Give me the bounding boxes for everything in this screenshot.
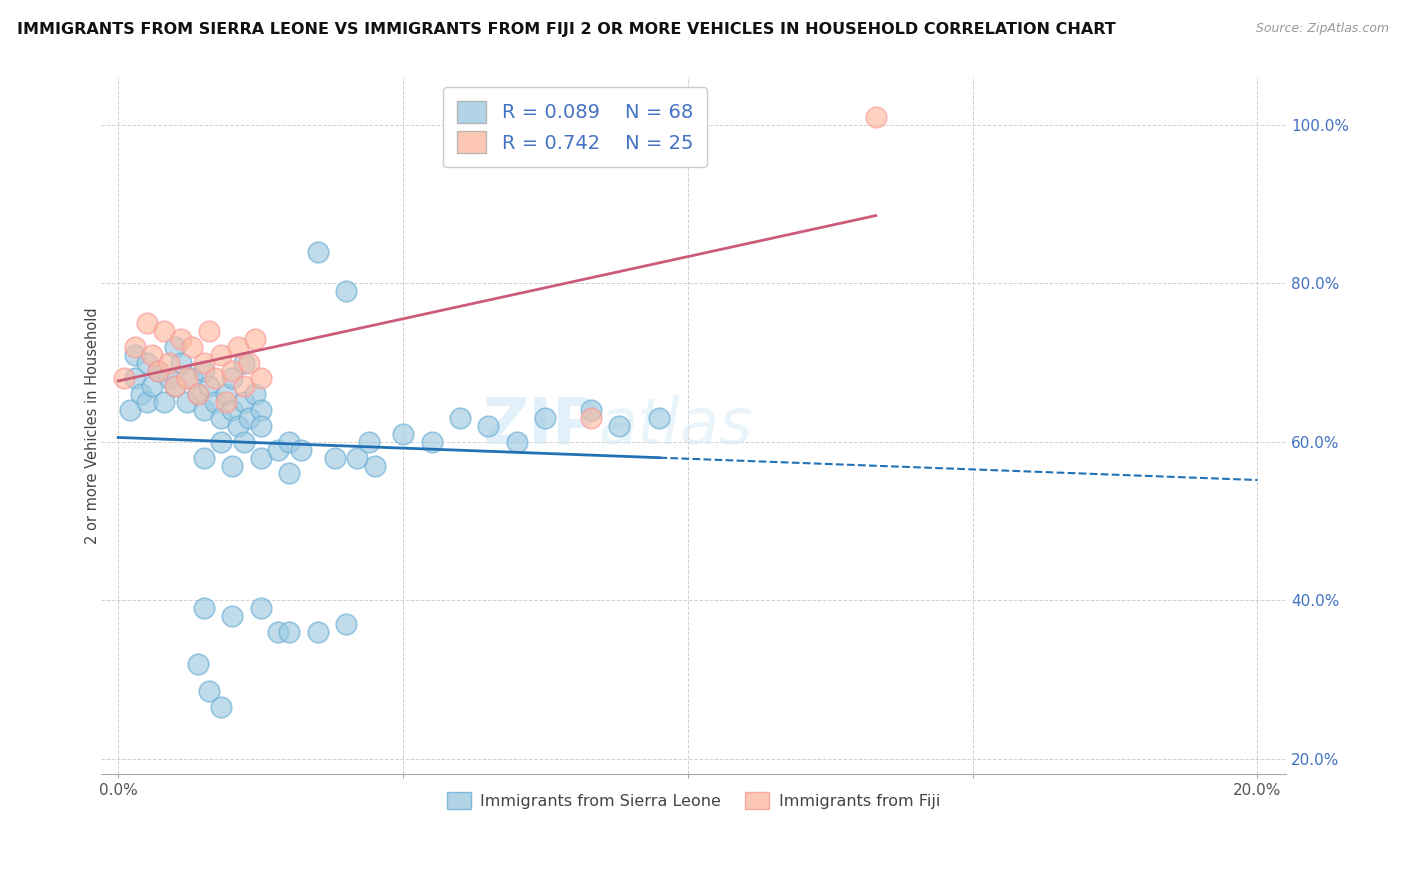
Point	[226, 340, 249, 354]
Point	[146, 363, 169, 377]
Point	[392, 426, 415, 441]
Point	[323, 450, 346, 465]
Point	[215, 395, 238, 409]
Point	[221, 458, 243, 473]
Point	[124, 340, 146, 354]
Point	[198, 379, 221, 393]
Point	[204, 371, 226, 385]
Point	[193, 601, 215, 615]
Point	[579, 403, 602, 417]
Point	[232, 355, 254, 369]
Point	[198, 324, 221, 338]
Point	[165, 379, 187, 393]
Point	[346, 450, 368, 465]
Point	[238, 411, 260, 425]
Point	[129, 387, 152, 401]
Point	[193, 450, 215, 465]
Point	[278, 624, 301, 639]
Point	[215, 387, 238, 401]
Point	[141, 348, 163, 362]
Point	[170, 355, 193, 369]
Point	[579, 411, 602, 425]
Point	[609, 419, 631, 434]
Point	[243, 332, 266, 346]
Point	[267, 624, 290, 639]
Point	[249, 403, 271, 417]
Legend: Immigrants from Sierra Leone, Immigrants from Fiji: Immigrants from Sierra Leone, Immigrants…	[440, 786, 946, 815]
Point	[249, 601, 271, 615]
Point	[278, 434, 301, 449]
Point	[477, 419, 499, 434]
Point	[249, 450, 271, 465]
Point	[124, 348, 146, 362]
Point	[118, 403, 141, 417]
Point	[193, 355, 215, 369]
Point	[209, 700, 232, 714]
Point	[335, 285, 357, 299]
Point	[506, 434, 529, 449]
Point	[249, 419, 271, 434]
Point	[209, 348, 232, 362]
Point	[165, 340, 187, 354]
Point	[141, 379, 163, 393]
Point	[193, 403, 215, 417]
Point	[181, 340, 204, 354]
Text: atlas: atlas	[599, 395, 754, 457]
Point	[449, 411, 471, 425]
Point	[159, 355, 181, 369]
Point	[226, 419, 249, 434]
Point	[146, 363, 169, 377]
Point	[238, 355, 260, 369]
Point	[307, 244, 329, 259]
Point	[357, 434, 380, 449]
Text: IMMIGRANTS FROM SIERRA LEONE VS IMMIGRANTS FROM FIJI 2 OR MORE VEHICLES IN HOUSE: IMMIGRANTS FROM SIERRA LEONE VS IMMIGRAN…	[17, 22, 1115, 37]
Point	[176, 371, 198, 385]
Point	[112, 371, 135, 385]
Point	[221, 609, 243, 624]
Point	[865, 110, 887, 124]
Point	[232, 434, 254, 449]
Point	[181, 371, 204, 385]
Text: Source: ZipAtlas.com: Source: ZipAtlas.com	[1256, 22, 1389, 36]
Point	[290, 442, 312, 457]
Point	[232, 379, 254, 393]
Point	[420, 434, 443, 449]
Point	[198, 684, 221, 698]
Point	[135, 355, 157, 369]
Point	[363, 458, 385, 473]
Point	[221, 403, 243, 417]
Point	[307, 624, 329, 639]
Point	[187, 387, 209, 401]
Point	[204, 395, 226, 409]
Point	[165, 379, 187, 393]
Point	[187, 387, 209, 401]
Point	[267, 442, 290, 457]
Y-axis label: 2 or more Vehicles in Household: 2 or more Vehicles in Household	[86, 308, 100, 544]
Point	[209, 434, 232, 449]
Point	[221, 363, 243, 377]
Point	[152, 395, 174, 409]
Point	[187, 657, 209, 671]
Point	[209, 411, 232, 425]
Point	[648, 411, 671, 425]
Point	[221, 371, 243, 385]
Point	[152, 324, 174, 338]
Point	[170, 332, 193, 346]
Point	[249, 371, 271, 385]
Point	[135, 316, 157, 330]
Text: ZIP: ZIP	[482, 395, 599, 457]
Point	[278, 467, 301, 481]
Point	[534, 411, 557, 425]
Point	[176, 395, 198, 409]
Point	[232, 395, 254, 409]
Point	[124, 371, 146, 385]
Point	[335, 617, 357, 632]
Point	[135, 395, 157, 409]
Point	[243, 387, 266, 401]
Point	[159, 371, 181, 385]
Point	[193, 363, 215, 377]
